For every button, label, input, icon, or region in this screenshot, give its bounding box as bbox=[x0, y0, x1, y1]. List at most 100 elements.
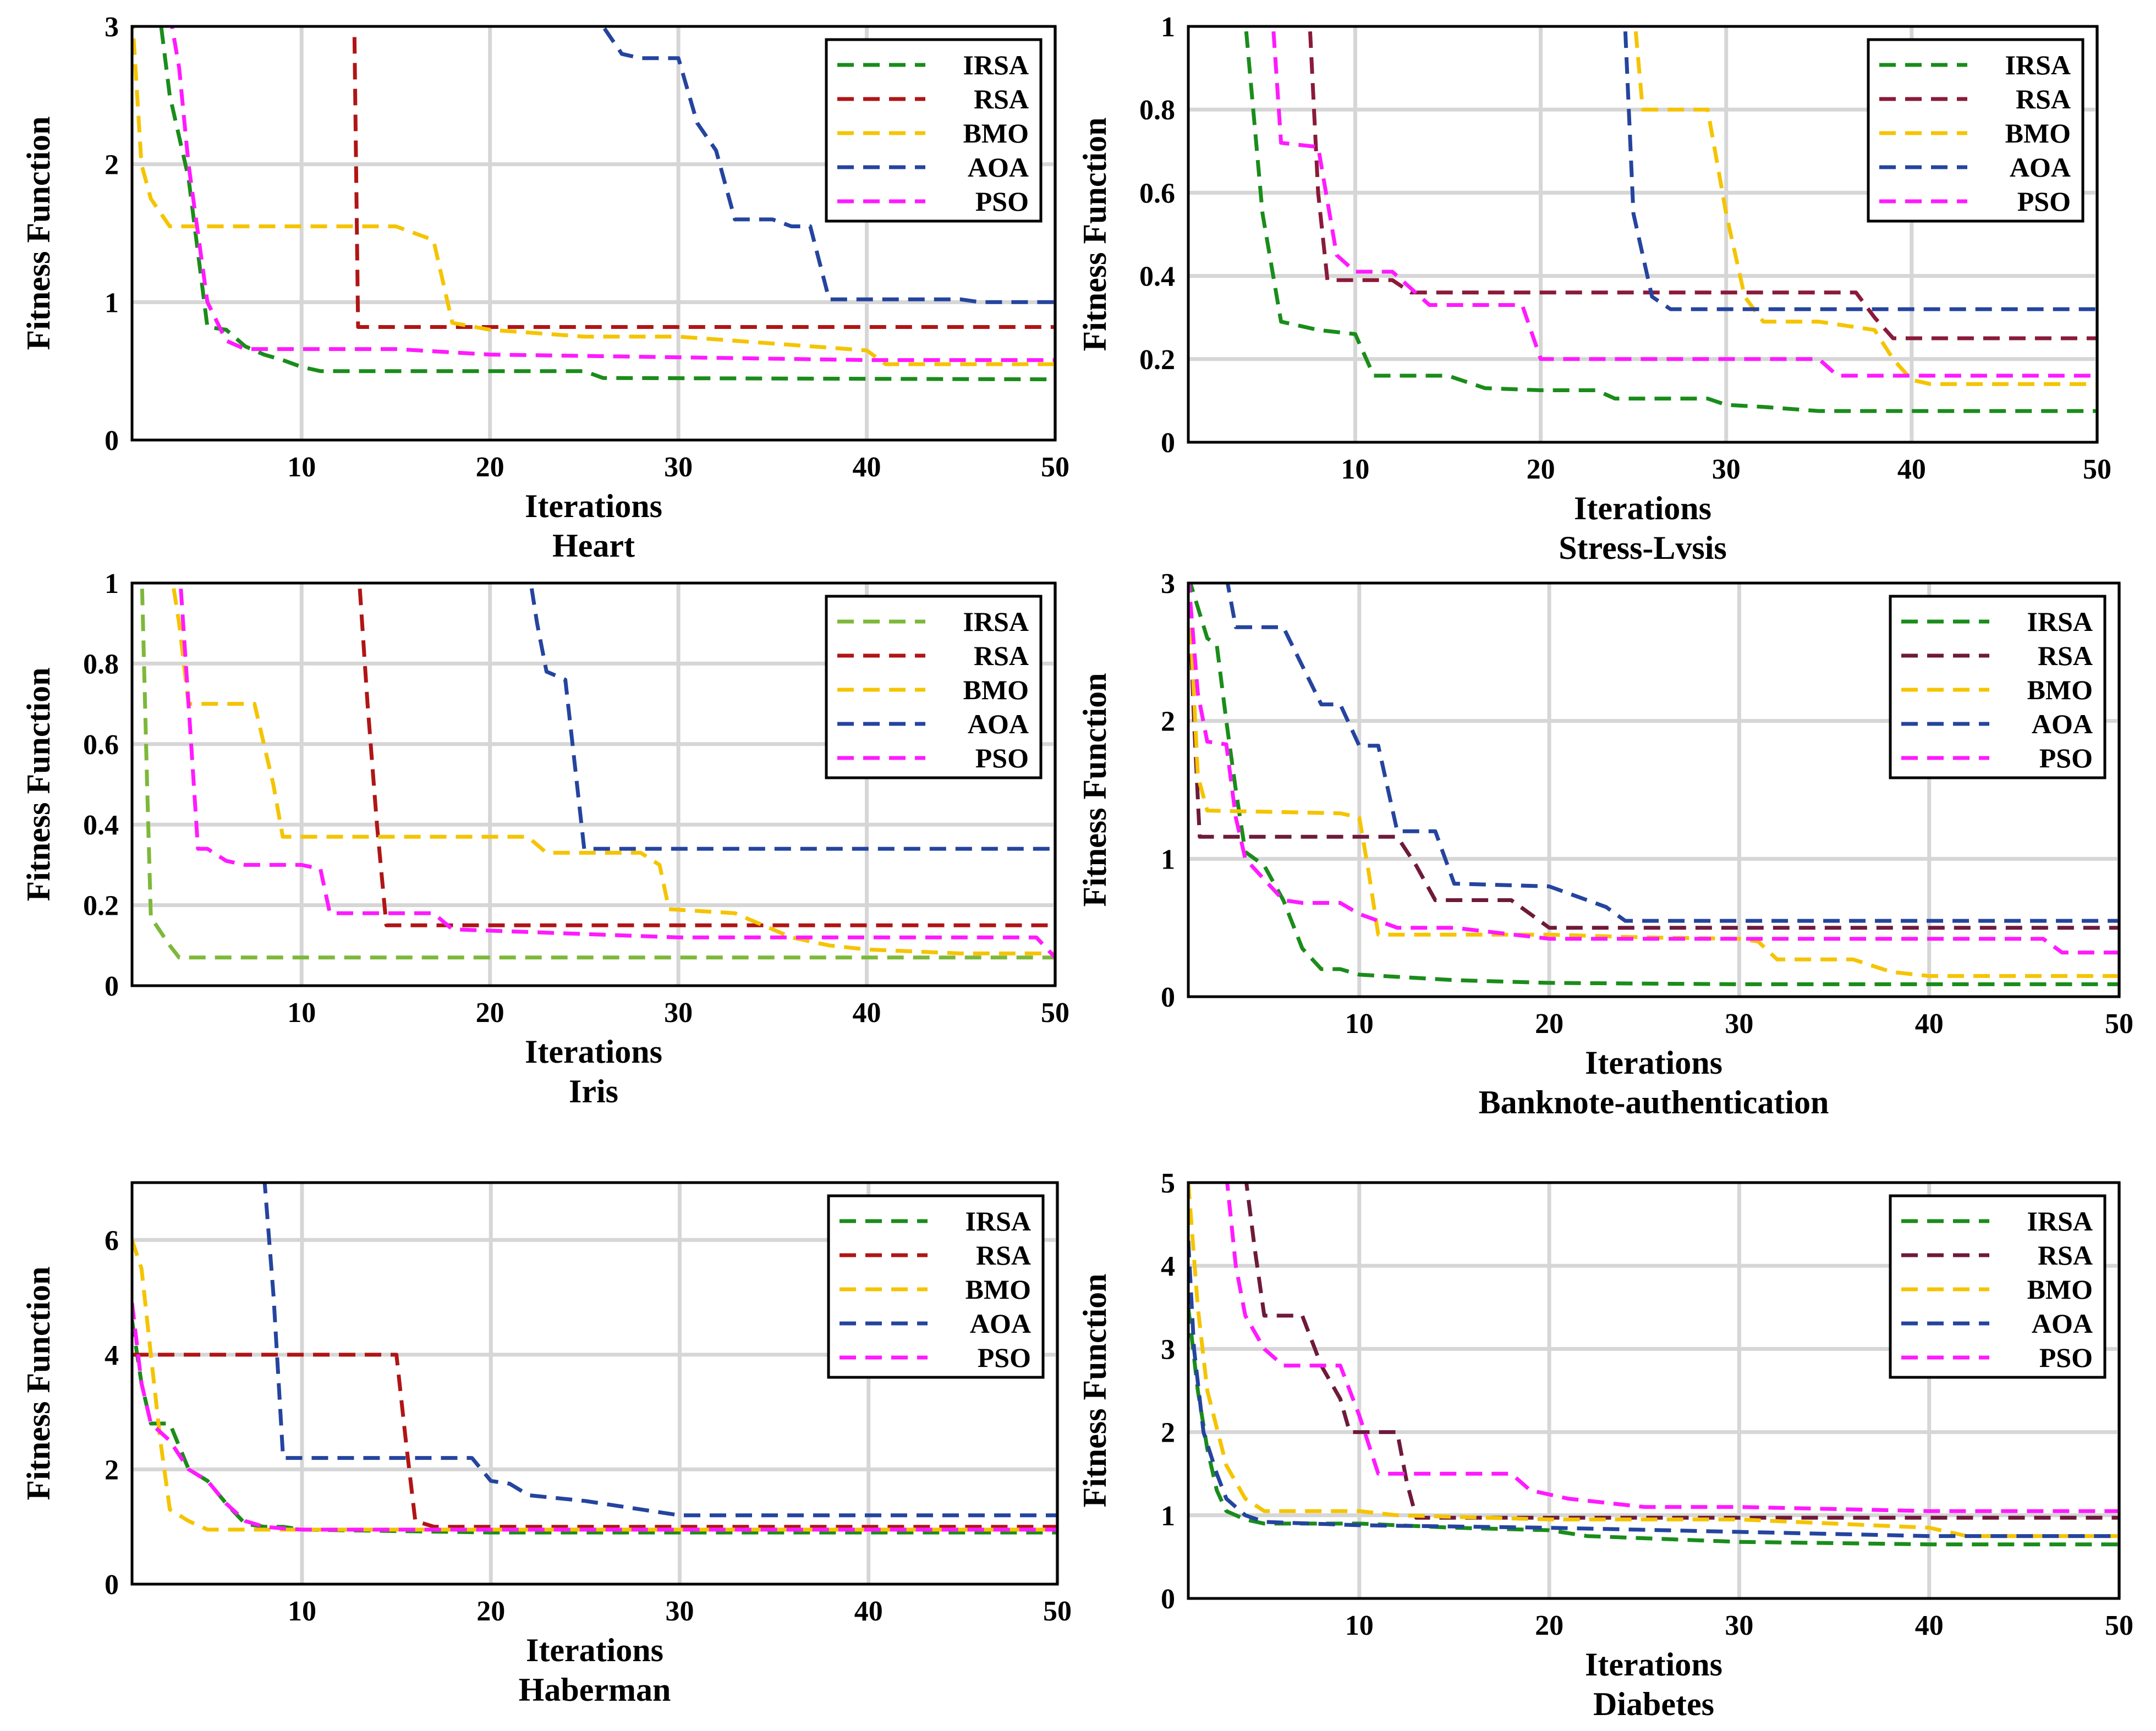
x-tick-label: 40 bbox=[1915, 1610, 1944, 1641]
axes-frame bbox=[130, 25, 1057, 442]
x-tick-label: 10 bbox=[287, 452, 316, 483]
y-tick-label: 0.4 bbox=[1139, 261, 1175, 293]
y-axis-title: Fitness Function bbox=[20, 1266, 57, 1500]
x-tick-label: 20 bbox=[476, 1596, 505, 1627]
legend-label-pso: PSO bbox=[2039, 743, 2093, 773]
legend-label-bmo: BMO bbox=[2027, 1274, 2093, 1305]
chart-caption: Haberman bbox=[519, 1672, 671, 1708]
y-tick-label: 2 bbox=[105, 150, 119, 181]
legend-label-pso: PSO bbox=[2039, 1342, 2093, 1373]
x-tick-label: 10 bbox=[288, 1596, 316, 1627]
chart-caption: Stress-Lvsis bbox=[1559, 530, 1727, 566]
y-tick-label: 1 bbox=[105, 568, 119, 600]
legend-label-rsa: RSA bbox=[2038, 1240, 2093, 1271]
series-line-rsa bbox=[1308, 26, 2097, 340]
legend-label-bmo: BMO bbox=[2005, 118, 2071, 149]
legend-label-aoa: AOA bbox=[968, 152, 1029, 183]
y-tick-label: 1 bbox=[105, 287, 119, 318]
series-line-pso bbox=[178, 583, 1055, 959]
series-line-bmo bbox=[1188, 583, 2119, 978]
legend-label-irsa: IRSA bbox=[2027, 1206, 2093, 1237]
y-tick-label: 0.6 bbox=[83, 729, 119, 761]
y-tick-label: 2 bbox=[1161, 1417, 1175, 1449]
legend-label-pso: PSO bbox=[978, 1342, 1031, 1373]
series-line-pso bbox=[1271, 26, 2097, 378]
y-tick-label: 2 bbox=[1161, 706, 1175, 738]
series-line-aoa bbox=[600, 26, 1055, 304]
axes-frame bbox=[130, 1181, 1059, 1586]
axes-frame bbox=[1187, 25, 2099, 444]
series-line-irsa bbox=[159, 26, 1055, 382]
y-tick-label: 0.8 bbox=[83, 649, 119, 680]
x-tick-label: 30 bbox=[1725, 1008, 1753, 1040]
legend-label-aoa: AOA bbox=[2032, 1308, 2093, 1339]
chart-panel-2: 10 20 30 40 50 0 0.2 0.4 0.6 0.8 1 Iterations Fitnes… bbox=[1077, 12, 2111, 566]
x-tick-label: 10 bbox=[1341, 454, 1369, 485]
y-tick-label: 1 bbox=[1161, 1501, 1175, 1532]
x-tick-label: 50 bbox=[2083, 454, 2111, 485]
y-tick-label: 0 bbox=[105, 425, 119, 457]
legend-box bbox=[825, 38, 1043, 223]
y-tick-label: 0 bbox=[105, 1569, 119, 1601]
series-line-bmo bbox=[171, 583, 1055, 955]
legend-label-aoa: AOA bbox=[968, 708, 1029, 739]
chart-caption: Banknote-authentication bbox=[1479, 1084, 1829, 1120]
y-tick-label: 0 bbox=[1161, 982, 1175, 1013]
x-tick-label: 20 bbox=[476, 997, 504, 1029]
y-axis-title: Fitness Function bbox=[20, 667, 57, 901]
legend-label-irsa: IRSA bbox=[963, 50, 1029, 80]
x-tick-label: 30 bbox=[664, 452, 693, 483]
x-tick-label: 20 bbox=[1535, 1008, 1563, 1040]
y-axis-title: Fitness Function bbox=[1077, 117, 1113, 351]
y-axis-title: Fitness Function bbox=[20, 116, 57, 350]
legend-label-irsa: IRSA bbox=[965, 1206, 1031, 1237]
legend-label-pso: PSO bbox=[2017, 186, 2071, 217]
series-line-bmo bbox=[132, 1239, 1057, 1532]
x-axis-title: Iterations bbox=[1574, 490, 1711, 526]
series-line-aoa bbox=[262, 1183, 1057, 1518]
chart-caption: Iris bbox=[569, 1073, 618, 1109]
series-line-rsa bbox=[132, 1353, 1057, 1529]
x-tick-label: 50 bbox=[1041, 452, 1069, 483]
y-tick-label: 0.4 bbox=[83, 810, 119, 841]
x-tick-label: 50 bbox=[2105, 1008, 2133, 1040]
y-tick-label: 1 bbox=[1161, 12, 1175, 43]
legend-label-aoa: AOA bbox=[2032, 708, 2093, 739]
series-line-pso bbox=[1188, 583, 2119, 955]
legend-label-bmo: BMO bbox=[2027, 674, 2093, 705]
series-line-irsa bbox=[1188, 1307, 2119, 1547]
legend-label-pso: PSO bbox=[975, 186, 1029, 217]
x-tick-label: 40 bbox=[1915, 1008, 1944, 1040]
legend-box bbox=[825, 595, 1043, 779]
axes-frame bbox=[1187, 581, 2121, 998]
legend-label-irsa: IRSA bbox=[2005, 50, 2071, 80]
legend-label-bmo: BMO bbox=[965, 1274, 1031, 1305]
x-tick-label: 30 bbox=[1712, 454, 1741, 485]
chart-panel-4: 10 20 30 40 50 0 1 2 3 Iterations Fitness Function… bbox=[1077, 568, 2133, 1120]
legend-box bbox=[827, 1194, 1045, 1379]
x-tick-label: 40 bbox=[854, 1596, 883, 1627]
x-axis-title: Iterations bbox=[1585, 1646, 1722, 1683]
y-tick-label: 3 bbox=[105, 12, 119, 43]
legend-label-rsa: RSA bbox=[974, 84, 1029, 114]
y-tick-label: 1 bbox=[1161, 844, 1175, 875]
legend-box bbox=[1889, 1194, 2106, 1379]
x-axis-title: Iterations bbox=[525, 1034, 662, 1070]
x-tick-label: 30 bbox=[665, 1596, 694, 1627]
legend-box bbox=[1867, 38, 2084, 223]
legend-label-rsa: RSA bbox=[2038, 640, 2093, 671]
y-tick-label: 6 bbox=[105, 1225, 119, 1256]
x-axis-title: Iterations bbox=[1585, 1045, 1722, 1081]
legend-label-bmo: BMO bbox=[963, 674, 1029, 705]
series-line-irsa bbox=[1243, 26, 2097, 413]
series-line-pso bbox=[170, 26, 1055, 362]
series-line-aoa bbox=[1225, 583, 2119, 923]
legend-label-pso: PSO bbox=[975, 743, 1029, 773]
y-tick-label: 5 bbox=[1161, 1168, 1175, 1199]
y-tick-label: 4 bbox=[105, 1340, 119, 1371]
x-tick-label: 10 bbox=[1345, 1008, 1374, 1040]
